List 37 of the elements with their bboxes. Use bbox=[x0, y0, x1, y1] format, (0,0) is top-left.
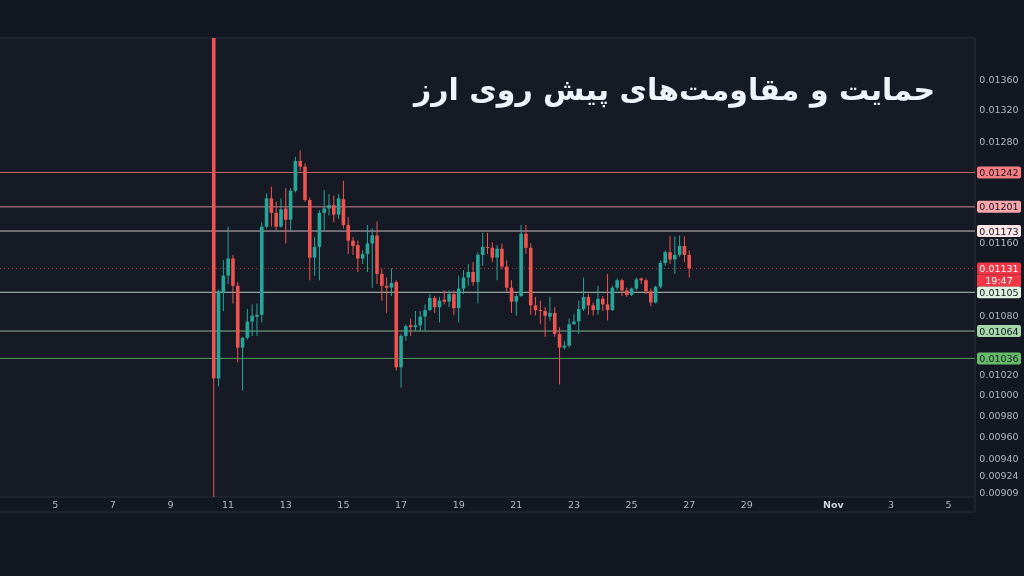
x-tick-label: 29 bbox=[740, 499, 753, 510]
x-tick-label: 9 bbox=[167, 499, 174, 510]
y-tick-label: 0.01320 bbox=[979, 104, 1019, 116]
x-tick-label: Nov bbox=[822, 499, 845, 510]
x-tick-label: 5 bbox=[945, 499, 952, 510]
ref-line-label: 0.01201 bbox=[979, 201, 1019, 213]
y-tick-label: 0.00909 bbox=[979, 486, 1019, 498]
ref-line-label: 0.01173 bbox=[979, 225, 1019, 237]
ref-line-label: 0.01036 bbox=[979, 352, 1019, 364]
x-tick-label: 11 bbox=[222, 499, 235, 510]
y-tick-label: 0.01360 bbox=[979, 73, 1019, 85]
x-tick-label: 15 bbox=[337, 499, 350, 510]
y-tick-label: 0.00940 bbox=[979, 452, 1019, 464]
x-tick-label: 19 bbox=[452, 499, 465, 510]
x-tick-label: 17 bbox=[395, 499, 408, 510]
y-tick-label: 0.01080 bbox=[979, 310, 1019, 322]
y-tick-label: 0.01000 bbox=[979, 389, 1019, 401]
x-tick-label: 23 bbox=[567, 499, 580, 510]
x-tick-label: 3 bbox=[887, 499, 894, 510]
ref-line-label: 0.01242 bbox=[979, 166, 1019, 178]
x-tick-label: 21 bbox=[510, 499, 523, 510]
text: حمایت و مقاومت‌های پیش روی ارز bbox=[411, 72, 935, 108]
y-tick-label: 0.01020 bbox=[979, 368, 1019, 380]
ref-line-label: 0.01064 bbox=[979, 325, 1019, 337]
text: 19:47 bbox=[985, 274, 1013, 286]
ref-line-label: 0.01131 bbox=[979, 262, 1019, 274]
x-tick-label: 7 bbox=[109, 499, 116, 510]
y-tick-label: 0.01280 bbox=[979, 136, 1019, 148]
x-tick-label: 27 bbox=[683, 499, 696, 510]
y-tick-label: 0.00924 bbox=[979, 470, 1019, 482]
x-tick-label: 13 bbox=[279, 499, 292, 510]
ref-line-label: 0.01105 bbox=[979, 286, 1019, 298]
y-tick-label: 0.01160 bbox=[979, 236, 1019, 248]
y-tick-label: 0.00980 bbox=[979, 409, 1019, 421]
y-tick-label: 0.00960 bbox=[979, 431, 1019, 443]
x-tick-label: 5 bbox=[52, 499, 59, 510]
x-tick-label: 25 bbox=[625, 499, 638, 510]
